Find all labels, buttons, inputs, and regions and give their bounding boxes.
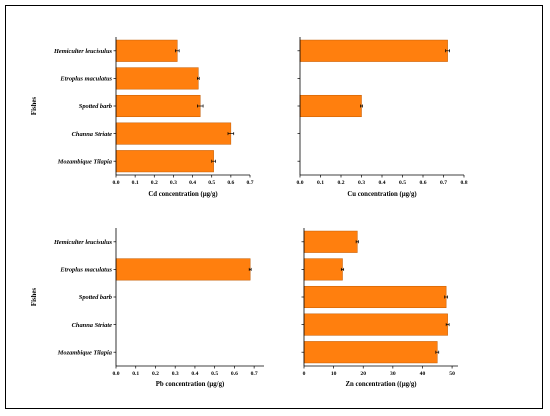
x-tick-label-1-0: 0.0 <box>297 180 304 186</box>
x-tick-label-1-4: 0.4 <box>379 180 386 186</box>
bar-3-2 <box>303 285 447 309</box>
x-tick-label-1-5: 0.5 <box>399 180 406 186</box>
x-tick-label-0-3: 0.3 <box>170 180 177 186</box>
bar-0-2 <box>115 94 201 118</box>
x-tick-label-2-5: 0.5 <box>211 371 218 377</box>
category-label-2-2: Spotted barb <box>79 294 112 301</box>
x-tick-label-3-1: 10 <box>331 371 337 377</box>
x-axis-title-3: Zn concentration ((µg/g) <box>345 381 416 388</box>
category-label-2-0: Hemiculter leucisulus <box>53 239 113 246</box>
x-axis-title-0: Cd concentration (µg/g) <box>148 191 217 198</box>
category-label-0-1: Etroplus maculatus <box>59 76 112 83</box>
x-tick-label-1-8: 0.8 <box>461 180 468 186</box>
category-label-2-1: Etroplus maculatus <box>59 267 112 274</box>
x-axis-title-2: Pb concentration (µg/g) <box>156 381 224 388</box>
x-tick-label-3-3: 30 <box>390 371 396 377</box>
category-label-2-3: Channa Striate <box>72 322 112 329</box>
y-axis-title-2: Fishes <box>31 288 38 306</box>
x-tick-label-0-0: 0.0 <box>113 180 120 186</box>
figure-frame: Hemiculter leucisulus Etroplus maculatus S… <box>5 5 543 409</box>
x-tick-label-2-6: 0.6 <box>231 371 238 377</box>
x-tick-label-1-1: 0.1 <box>317 180 324 186</box>
x-tick-label-0-7: 0.7 <box>247 180 254 186</box>
x-tick-label-0-6: 0.6 <box>227 180 234 186</box>
category-label-0-4: Mozambique Tilapia <box>57 158 113 165</box>
x-tick-label-2-1: 0.1 <box>132 371 139 377</box>
category-label-0-3: Channa Striate <box>72 131 112 138</box>
category-label-0-2: Spotted barb <box>79 103 112 110</box>
x-axis-title-1: Cu concentration (µg/g) <box>347 191 416 198</box>
bar-2-1 <box>115 258 251 281</box>
bar-0-4 <box>115 150 214 173</box>
x-tick-label-1-2: 0.2 <box>338 180 345 186</box>
bar-3-3 <box>303 313 448 336</box>
x-tick-label-3-5: 50 <box>449 371 455 377</box>
x-tick-label-0-1: 0.1 <box>132 180 139 186</box>
bar-1-0 <box>299 39 448 62</box>
x-tick-label-3-4: 40 <box>420 371 426 377</box>
bar-0-3 <box>115 122 232 145</box>
figure-canvas: Hemiculter leucisulus Etroplus maculatus S… <box>31 37 468 388</box>
x-tick-label-0-5: 0.5 <box>208 180 215 186</box>
x-tick-label-2-0: 0.0 <box>113 371 120 377</box>
x-tick-label-0-4: 0.4 <box>189 180 196 186</box>
category-label-0-0: Hemiculter leucisulus <box>53 48 113 55</box>
y-axis-title-0: Fishes <box>31 97 38 115</box>
x-tick-label-0-2: 0.2 <box>151 180 158 186</box>
bar-0-1 <box>115 67 199 90</box>
x-tick-label-3-2: 20 <box>360 371 366 377</box>
x-tick-label-2-3: 0.3 <box>172 371 179 377</box>
bar-3-1 <box>303 258 343 281</box>
x-tick-label-3-0: 0 <box>303 371 306 377</box>
category-label-2-4: Mozambique Tilapia <box>57 349 113 356</box>
x-tick-label-2-4: 0.4 <box>191 371 198 377</box>
x-tick-label-1-6: 0.6 <box>420 180 427 186</box>
x-tick-label-2-2: 0.2 <box>152 371 159 377</box>
bar-3-4 <box>303 341 438 364</box>
x-tick-label-1-7: 0.7 <box>440 180 447 186</box>
x-tick-label-1-3: 0.3 <box>358 180 365 186</box>
bar-0-0 <box>115 39 178 62</box>
x-tick-label-2-7: 0.7 <box>251 371 258 377</box>
bar-3-0 <box>303 230 358 253</box>
bar-1-2 <box>299 94 362 118</box>
